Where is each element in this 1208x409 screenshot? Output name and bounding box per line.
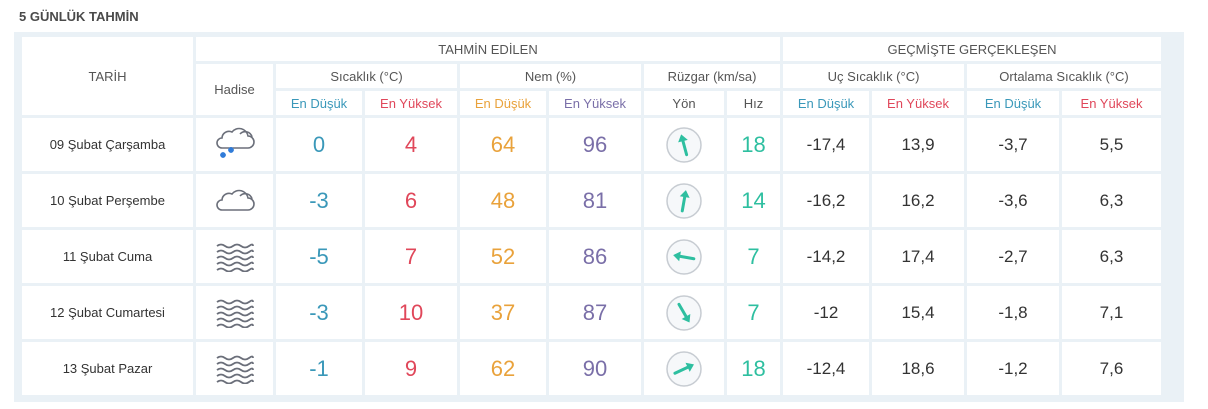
- avg-low-cell: -3,7: [967, 118, 1059, 171]
- temp-high-cell: 6: [365, 174, 457, 227]
- section-title: 5 GÜNLÜK TAHMİN: [19, 9, 139, 24]
- table-row: 10 Şubat Perşembe -3 6 48 81 14 -16,2 16,2 -3,6 6…: [22, 174, 1161, 227]
- ext-high-cell: 17,4: [872, 230, 964, 283]
- table-row: 13 Şubat Pazar -1 9 62 90 18 -12,4 18,6 -1,2 7,6: [22, 342, 1161, 395]
- cloud-icon: [215, 189, 255, 211]
- header-humidity: Nem (%): [460, 64, 641, 88]
- temp-low-cell: 0: [276, 118, 362, 171]
- hum-high-cell: 96: [549, 118, 641, 171]
- wind-direction-cell: [644, 174, 724, 227]
- date-cell: 11 Şubat Cuma: [22, 230, 193, 283]
- event-cell: [196, 286, 273, 339]
- header-avg-high: En Yüksek: [1062, 91, 1161, 115]
- event-cell: [196, 342, 273, 395]
- event-cell: [196, 230, 273, 283]
- temp-low-cell: -3: [276, 286, 362, 339]
- wind-direction-cell: [644, 118, 724, 171]
- temp-low-cell: -1: [276, 342, 362, 395]
- table-row: 11 Şubat Cuma -5 7 52 86 7 -14,2 17,4 -2,7 6,3: [22, 230, 1161, 283]
- avg-low-cell: -1,8: [967, 286, 1059, 339]
- hum-low-cell: 52: [460, 230, 546, 283]
- forecast-panel: TARİH TAHMİN EDİLEN GEÇMİŞTE GERÇEKLEŞEN…: [14, 32, 1184, 402]
- header-wind-speed: Hız: [727, 91, 780, 115]
- header-avg-low: En Düşük: [967, 91, 1059, 115]
- header-temp-low: En Düşük: [276, 91, 362, 115]
- table-row: 09 Şubat Çarşamba 0 4 64 96 18 -17,4 13,9 -3,7 5,…: [22, 118, 1161, 171]
- hum-high-cell: 87: [549, 286, 641, 339]
- ext-high-cell: 16,2: [872, 174, 964, 227]
- table-row: 12 Şubat Cumartesi -3 10 37 87 7 -12 15,4 -1,8 7,…: [22, 286, 1161, 339]
- ext-low-cell: -16,2: [783, 174, 869, 227]
- header-wind-direction: Yön: [644, 91, 724, 115]
- wind-direction-cell: [644, 230, 724, 283]
- avg-high-cell: 7,6: [1062, 342, 1161, 395]
- avg-high-cell: 5,5: [1062, 118, 1161, 171]
- hum-low-cell: 48: [460, 174, 546, 227]
- header-wind: Rüzgar (km/sa): [644, 64, 780, 88]
- event-cell: [196, 174, 273, 227]
- ext-high-cell: 18,6: [872, 342, 964, 395]
- hum-low-cell: 37: [460, 286, 546, 339]
- header-ext-high: En Yüksek: [872, 91, 964, 115]
- header-date: TARİH: [22, 37, 193, 115]
- avg-high-cell: 7,1: [1062, 286, 1161, 339]
- temp-high-cell: 10: [365, 286, 457, 339]
- temp-high-cell: 9: [365, 342, 457, 395]
- hum-low-cell: 64: [460, 118, 546, 171]
- wind-speed-cell: 7: [727, 286, 780, 339]
- avg-low-cell: -3,6: [967, 174, 1059, 227]
- wind-arrow-icon: [666, 294, 702, 331]
- header-hum-high: En Yüksek: [549, 91, 641, 115]
- wave-icon: [215, 243, 254, 272]
- date-cell: 12 Şubat Cumartesi: [22, 286, 193, 339]
- date-cell: 13 Şubat Pazar: [22, 342, 193, 395]
- hum-low-cell: 62: [460, 342, 546, 395]
- wind-direction-cell: [644, 342, 724, 395]
- header-temperature: Sıcaklık (°C): [276, 64, 457, 88]
- ext-high-cell: 15,4: [872, 286, 964, 339]
- event-cell: [196, 118, 273, 171]
- temp-high-cell: 7: [365, 230, 457, 283]
- wind-speed-cell: 18: [727, 118, 780, 171]
- wave-icon: [215, 355, 254, 384]
- hum-high-cell: 81: [549, 174, 641, 227]
- wind-arrow-icon: [666, 350, 702, 387]
- ext-low-cell: -17,4: [783, 118, 869, 171]
- avg-low-cell: -1,2: [967, 342, 1059, 395]
- date-cell: 09 Şubat Çarşamba: [22, 118, 193, 171]
- ext-low-cell: -12: [783, 286, 869, 339]
- header-hum-low: En Düşük: [460, 91, 546, 115]
- snow-cloud-icon: [215, 127, 255, 158]
- ext-low-cell: -14,2: [783, 230, 869, 283]
- ext-high-cell: 13,9: [872, 118, 964, 171]
- avg-low-cell: -2,7: [967, 230, 1059, 283]
- date-cell: 10 Şubat Perşembe: [22, 174, 193, 227]
- temp-low-cell: -5: [276, 230, 362, 283]
- wind-speed-cell: 14: [727, 174, 780, 227]
- avg-high-cell: 6,3: [1062, 174, 1161, 227]
- header-forecast: TAHMİN EDİLEN: [196, 37, 780, 61]
- ext-low-cell: -12,4: [783, 342, 869, 395]
- header-past: GEÇMİŞTE GERÇEKLEŞEN: [783, 37, 1161, 61]
- header-ext-low: En Düşük: [783, 91, 869, 115]
- header-event: Hadise: [196, 64, 273, 115]
- header-avg-temp: Ortalama Sıcaklık (°C): [967, 64, 1161, 88]
- wind-speed-cell: 18: [727, 342, 780, 395]
- wind-direction-cell: [644, 286, 724, 339]
- wind-arrow-icon: [666, 182, 702, 219]
- hum-high-cell: 90: [549, 342, 641, 395]
- wind-speed-cell: 7: [727, 230, 780, 283]
- hum-high-cell: 86: [549, 230, 641, 283]
- wind-arrow-icon: [666, 126, 702, 163]
- avg-high-cell: 6,3: [1062, 230, 1161, 283]
- wave-icon: [215, 299, 254, 328]
- header-extreme-temp: Uç Sıcaklık (°C): [783, 64, 964, 88]
- temp-low-cell: -3: [276, 174, 362, 227]
- forecast-table: TARİH TAHMİN EDİLEN GEÇMİŞTE GERÇEKLEŞEN…: [19, 34, 1164, 398]
- temp-high-cell: 4: [365, 118, 457, 171]
- header-temp-high: En Yüksek: [365, 91, 457, 115]
- wind-arrow-icon: [666, 238, 702, 275]
